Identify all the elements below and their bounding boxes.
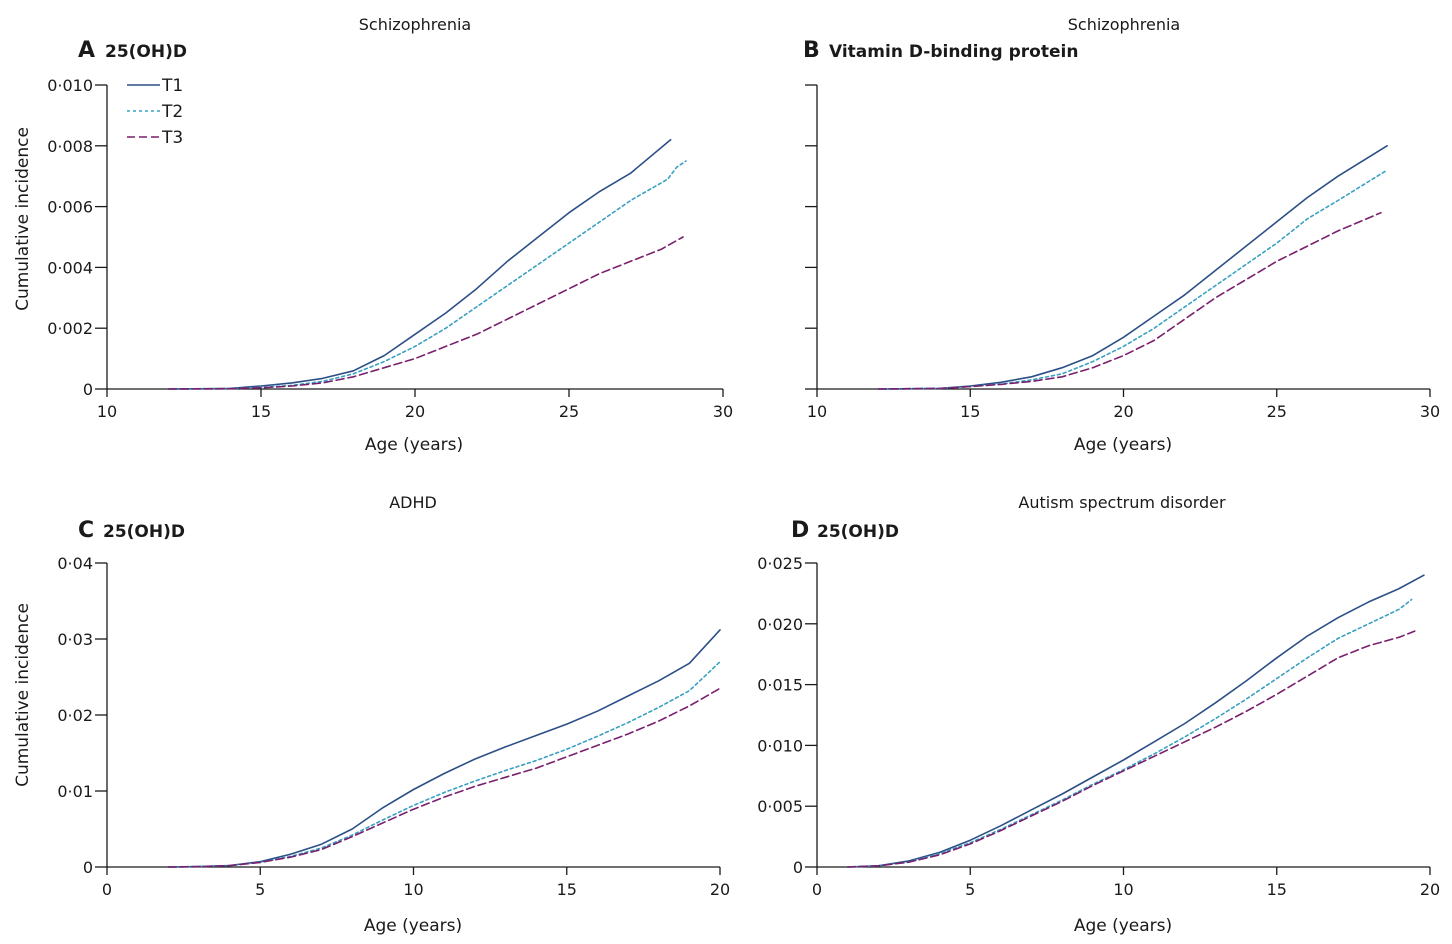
panel-b-subtitle: Vitamin D-binding protein — [829, 42, 1078, 62]
panel-d-series-t3-line — [846, 630, 1416, 868]
panel-d-x-tick-label: 15 — [1267, 880, 1287, 899]
panel-a: Schizophrenia A 25(OH)D Age (years) Cumu… — [13, 15, 733, 455]
panel-c-series-t1-line — [167, 629, 721, 868]
panel-c-y-tick-label: 0·02 — [57, 706, 93, 725]
panel-a-series-t1-line — [167, 138, 672, 390]
panel-b-series-t3-line — [877, 211, 1382, 390]
panel-d-letter: D — [791, 518, 809, 543]
panel-d-xlabel: Age (years) — [1074, 916, 1172, 936]
panel-c-x-tick-label: 10 — [403, 880, 423, 899]
panel-c-x-tick-label: 15 — [557, 880, 577, 899]
panel-c-letter: C — [78, 518, 94, 543]
panel-a-x-tick-label: 15 — [251, 402, 271, 421]
panel-b-x-tick-label: 20 — [1113, 402, 1133, 421]
panel-c-subtitle: 25(OH)D — [103, 522, 185, 542]
legend-label-t3: T3 — [161, 128, 183, 148]
panel-a-x-tick-label: 10 — [97, 402, 117, 421]
legend-label-t2: T2 — [161, 102, 183, 122]
panel-c-series-t3-line — [167, 687, 721, 868]
panel-c-series-t2-line — [167, 661, 721, 868]
panel-d-title: Autism spectrum disorder — [1018, 493, 1226, 512]
panel-d: Autism spectrum disorder D 25(OH)D Age (… — [757, 493, 1440, 936]
panel-a-subtitle: 25(OH)D — [105, 42, 187, 62]
panel-b-x-tick-label: 30 — [1420, 402, 1440, 421]
panel-b-series-t1-line — [877, 145, 1388, 390]
legend-label-t1: T1 — [161, 76, 183, 96]
panel-d-x-tick-label: 0 — [812, 880, 822, 899]
panel-a-series-t3-line — [167, 236, 684, 390]
panel-d-subtitle: 25(OH)D — [817, 522, 899, 542]
panel-d-y-tick-label: 0·015 — [757, 676, 803, 695]
panel-a-y-tick-label: 0·008 — [47, 137, 93, 156]
panel-c: ADHD C 25(OH)D Age (years) Cumulative in… — [13, 493, 730, 936]
legend: T1 T2 T3 — [127, 76, 183, 148]
panel-d-y-tick-label: 0·005 — [757, 797, 803, 816]
panel-d-y-tick-label: 0·020 — [757, 615, 803, 634]
panel-b-x-tick-label: 25 — [1267, 402, 1287, 421]
panel-d-series-t2-line — [846, 598, 1413, 868]
panel-a-y-tick-label: 0 — [83, 380, 93, 399]
panel-a-x-tick-label: 20 — [405, 402, 425, 421]
panel-b-x-tick-label: 10 — [807, 402, 827, 421]
panel-b-x-tick-label: 15 — [960, 402, 980, 421]
panel-a-title: Schizophrenia — [359, 15, 471, 34]
panel-d-y-tick-label: 0 — [793, 858, 803, 877]
panel-c-title: ADHD — [389, 493, 437, 512]
panel-d-y-tick-label: 0·010 — [757, 736, 803, 755]
panel-d-x-tick-label: 5 — [965, 880, 975, 899]
panel-c-xlabel: Age (years) — [364, 916, 462, 936]
panel-c-y-tick-label: 0·01 — [57, 782, 93, 801]
panel-c-y-tick-label: 0·03 — [57, 630, 93, 649]
panel-a-letter: A — [78, 38, 95, 63]
panel-a-y-tick-label: 0·006 — [47, 198, 93, 217]
panel-a-xlabel: Age (years) — [365, 435, 463, 455]
panel-b: Schizophrenia B Vitamin D-binding protei… — [803, 15, 1440, 455]
panel-b-title: Schizophrenia — [1068, 15, 1180, 34]
panel-a-y-tick-label: 0·004 — [47, 258, 93, 277]
panel-a-y-tick-label: 0·002 — [47, 319, 93, 338]
panel-d-x-tick-label: 20 — [1420, 880, 1440, 899]
panel-d-y-tick-label: 0·025 — [757, 554, 803, 573]
panel-b-series-t2-line — [877, 169, 1388, 390]
panel-d-series-t1-line — [846, 574, 1425, 868]
panel-a-ylabel: Cumulative incidence — [13, 127, 33, 311]
panel-c-ylabel: Cumulative incidence — [13, 603, 33, 787]
panel-c-x-tick-label: 0 — [102, 880, 112, 899]
panel-a-y-tick-label: 0·010 — [47, 76, 93, 95]
panel-a-x-tick-label: 25 — [559, 402, 579, 421]
panel-c-x-tick-label: 5 — [255, 880, 265, 899]
panel-a-series-t2-line — [167, 160, 687, 390]
panel-c-x-tick-label: 20 — [710, 880, 730, 899]
panel-c-y-tick-label: 0·04 — [57, 554, 93, 573]
panel-c-y-tick-label: 0 — [83, 858, 93, 877]
panel-b-letter: B — [803, 38, 820, 63]
panel-b-xlabel: Age (years) — [1074, 435, 1172, 455]
panel-d-x-tick-label: 10 — [1113, 880, 1133, 899]
panel-a-x-tick-label: 30 — [713, 402, 733, 421]
